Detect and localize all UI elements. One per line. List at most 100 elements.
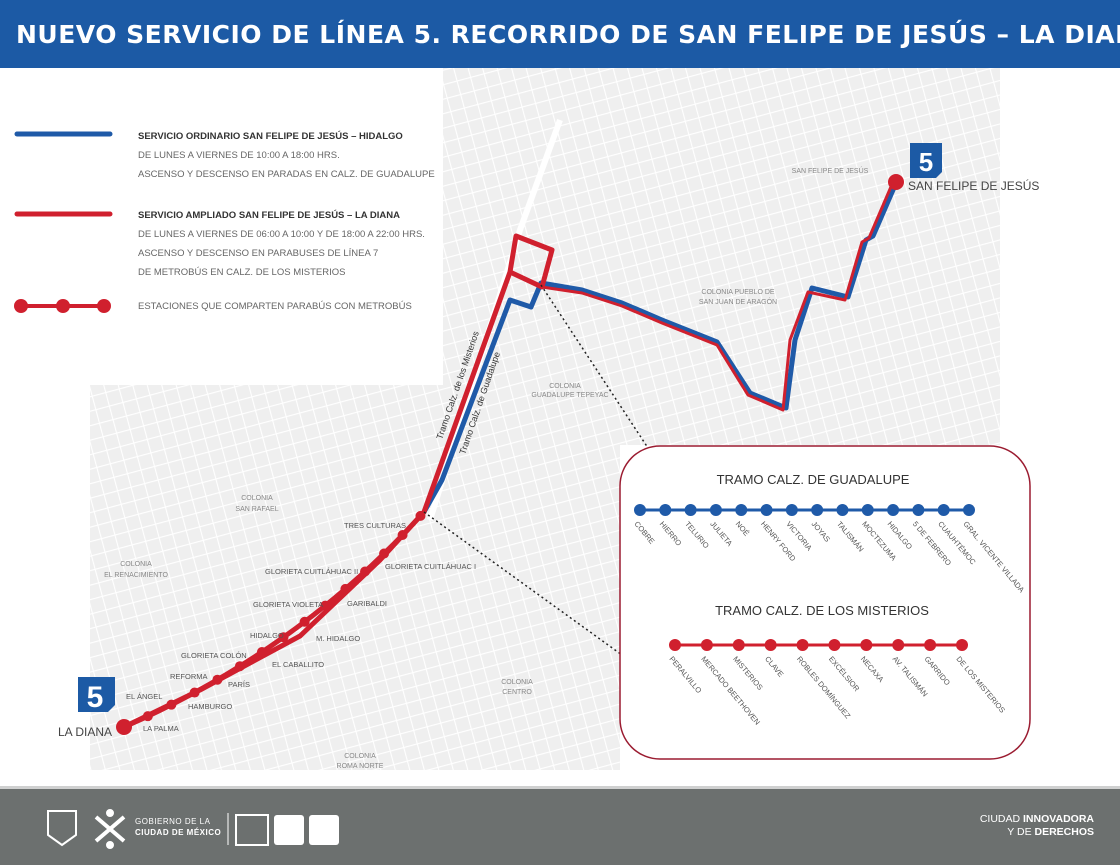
misterios-station-dot[interactable] bbox=[956, 639, 968, 651]
neighborhood-label: SAN FELIPE DE JESÚS bbox=[792, 166, 869, 175]
station-dot[interactable] bbox=[320, 600, 331, 611]
guadalupe-station-dot[interactable] bbox=[684, 504, 697, 516]
station-label: M. HIDALGO bbox=[316, 634, 360, 643]
station-label: TRES CULTURAS bbox=[344, 521, 406, 530]
station-dot[interactable] bbox=[166, 699, 177, 710]
station-dot[interactable] bbox=[189, 687, 200, 698]
cdmx-shield-logo bbox=[47, 810, 77, 847]
guadalupe-station-dot[interactable] bbox=[861, 504, 874, 516]
station-dot[interactable] bbox=[234, 661, 245, 672]
guadalupe-station-dot[interactable] bbox=[735, 504, 748, 516]
route-map: 5 5 SAN FELIPE DE JESÚS LA DIANA Tramo C… bbox=[14, 68, 1039, 770]
government-logos bbox=[47, 809, 339, 849]
station-label: GLORIETA CUITLÁHUAC I bbox=[385, 562, 476, 571]
station-label: GLORIETA VIOLETA bbox=[253, 600, 323, 609]
station-dot[interactable] bbox=[256, 647, 267, 658]
guadalupe-station-dot[interactable] bbox=[963, 504, 975, 516]
guadalupe-station-dot[interactable] bbox=[785, 504, 798, 516]
terminal-la-diana-dot[interactable] bbox=[116, 719, 132, 735]
terminal-north-label: SAN FELIPE DE JESÚS bbox=[908, 178, 1039, 193]
station-label: EL CABALLITO bbox=[272, 660, 324, 669]
neighborhood-label: COLONIA bbox=[549, 383, 581, 390]
misterios-station-dot[interactable] bbox=[828, 639, 841, 651]
red-route-extended bbox=[122, 233, 555, 730]
neighborhood-label: ROMA NORTE bbox=[337, 763, 384, 770]
legend-text: ESTACIONES QUE COMPARTEN PARABÚS CON MET… bbox=[138, 301, 412, 312]
legend-text: ASCENSO Y DESCENSO EN PARADAS EN CALZ. D… bbox=[138, 169, 435, 180]
neighborhood-label: GUADALUPE TEPEYAC bbox=[531, 392, 608, 399]
neighborhood-label: COLONIA PUEBLO DE bbox=[701, 289, 774, 296]
neighborhood-label: SAN RAFAEL bbox=[235, 506, 278, 513]
station-label: PARÍS bbox=[228, 680, 250, 689]
svg-text:5: 5 bbox=[87, 681, 104, 714]
guadalupe-station-dot[interactable] bbox=[709, 504, 722, 516]
station-dot[interactable] bbox=[415, 510, 426, 521]
guadalupe-station-dot[interactable] bbox=[811, 504, 824, 516]
station-dot[interactable] bbox=[340, 583, 351, 594]
line-5-badge-south: 5 bbox=[78, 677, 115, 714]
legend-item-stations: ESTACIONES QUE COMPARTEN PARABÚS CON MET… bbox=[138, 297, 412, 316]
misterios-station-dot[interactable] bbox=[700, 639, 713, 651]
station-dot[interactable] bbox=[397, 529, 408, 540]
station-dot[interactable] bbox=[299, 616, 310, 627]
neighborhood-label: CENTRO bbox=[502, 689, 532, 696]
station-label: HAMBURGO bbox=[188, 702, 232, 711]
station-dot[interactable] bbox=[212, 674, 223, 685]
legend-text: DE LUNES A VIERNES DE 06:00 A 10:00 Y DE… bbox=[138, 229, 425, 240]
inset-guadalupe-title: TRAMO CALZ. DE GUADALUPE bbox=[717, 472, 910, 487]
semovi-logo bbox=[235, 814, 269, 846]
line-5-badge-north: 5 bbox=[910, 143, 942, 178]
legend-item-ordinary: SERVICIO ORDINARIO SAN FELIPE DE JESÚS –… bbox=[138, 127, 435, 184]
station-dot[interactable] bbox=[142, 711, 153, 722]
slogan: CIUDAD INNOVADORA Y DE DERECHOS bbox=[979, 813, 1094, 838]
misterios-station-dot[interactable] bbox=[860, 639, 873, 651]
guadalupe-station-dot[interactable] bbox=[937, 504, 950, 516]
station-label: LA PALMA bbox=[143, 724, 179, 733]
main-avenue bbox=[427, 118, 563, 521]
blue-route-ordinary bbox=[421, 182, 899, 514]
station-label: HIDALGO bbox=[250, 631, 284, 640]
station-label: REFORMA bbox=[170, 672, 208, 681]
guadalupe-station-dot[interactable] bbox=[760, 504, 773, 516]
guadalupe-station-dot[interactable] bbox=[634, 504, 646, 516]
station-dot[interactable] bbox=[360, 566, 371, 577]
terminal-san-felipe-dot[interactable] bbox=[888, 174, 904, 190]
reforma-station-dots bbox=[142, 510, 426, 722]
station-dot[interactable] bbox=[278, 632, 289, 643]
svg-text:5: 5 bbox=[919, 147, 933, 177]
neighborhood-labels: SAN FELIPE DE JESÚS COLONIA PUEBLO DE SA… bbox=[104, 166, 869, 770]
inset-misterios-title: TRAMO CALZ. DE LOS MISTERIOS bbox=[715, 603, 929, 618]
neighborhood-label: SAN JUAN DE ARAGÓN bbox=[699, 297, 777, 306]
guadalupe-station-dot[interactable] bbox=[659, 504, 672, 516]
guadalupe-station-dot[interactable] bbox=[836, 504, 849, 516]
misterios-station-dot[interactable] bbox=[764, 639, 777, 651]
neighborhood-label: EL RENACIMIENTO bbox=[104, 572, 168, 579]
legend-title: SERVICIO ORDINARIO SAN FELIPE DE JESÚS –… bbox=[138, 131, 403, 142]
terminal-south-label: LA DIANA bbox=[58, 725, 112, 739]
misterios-station-dot[interactable] bbox=[669, 639, 681, 651]
guadalupe-station-dot[interactable] bbox=[887, 504, 900, 516]
page-title: NUEVO SERVICIO DE LÍNEA 5. RECORRIDO DE … bbox=[16, 19, 1120, 49]
neighborhood-label: COLONIA bbox=[344, 753, 376, 760]
legend-text: DE METROBÚS EN CALZ. DE LOS MISTERIOS bbox=[138, 267, 346, 278]
station-dot[interactable] bbox=[379, 548, 390, 559]
street-map-background bbox=[90, 68, 1000, 770]
metrobus-logo bbox=[309, 815, 339, 845]
misterios-station-dot[interactable] bbox=[892, 639, 905, 651]
misterios-station-dot[interactable] bbox=[732, 639, 745, 651]
station-label: EL ÁNGEL bbox=[126, 692, 162, 701]
legend-stations-icon bbox=[14, 299, 111, 313]
station-label: GLORIETA COLÓN bbox=[181, 651, 247, 660]
guadalupe-station-dot[interactable] bbox=[912, 504, 925, 516]
legend-text: ASCENSO Y DESCENSO EN PARABUSES DE LÍNEA… bbox=[138, 248, 379, 259]
station-label: GARIBALDI bbox=[347, 599, 387, 608]
ste-logo bbox=[274, 815, 304, 845]
legend-item-extended: SERVICIO AMPLIADO SAN FELIPE DE JESÚS – … bbox=[138, 206, 425, 282]
government-name: GOBIERNO DE LA CIUDAD DE MÉXICO bbox=[135, 817, 222, 837]
reforma-station-labels: LA PALMA EL ÁNGEL HAMBURGO REFORMA PARÍS… bbox=[126, 521, 476, 733]
red-route-shared bbox=[541, 181, 895, 412]
misterios-station-dot[interactable] bbox=[796, 639, 809, 651]
cdmx-knot-logo bbox=[94, 809, 126, 849]
misterios-station-dot[interactable] bbox=[924, 639, 937, 651]
title-bar: NUEVO SERVICIO DE LÍNEA 5. RECORRIDO DE … bbox=[0, 0, 1120, 68]
